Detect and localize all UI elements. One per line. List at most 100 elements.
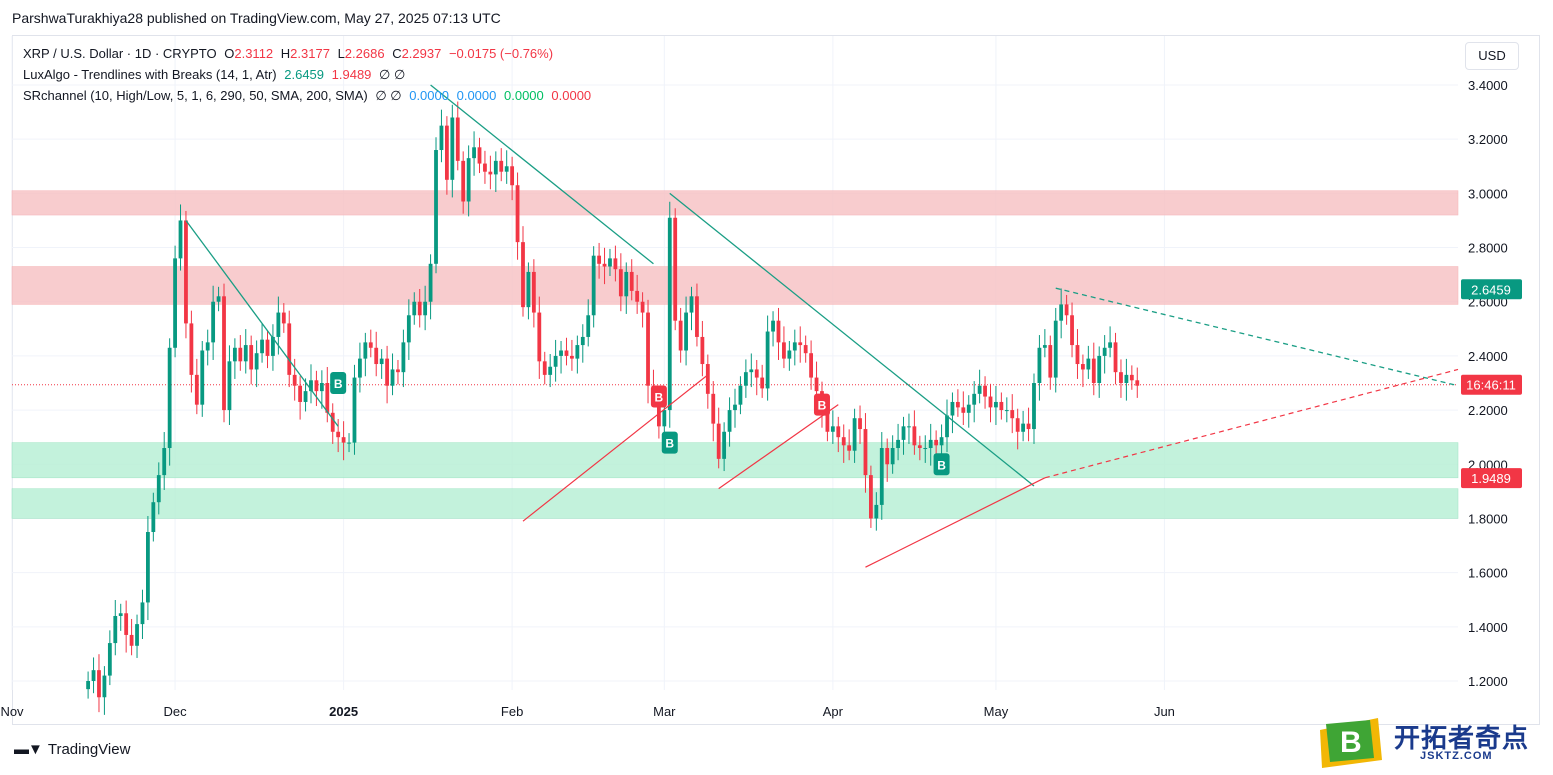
candle-body	[722, 431, 727, 459]
candle-body	[156, 475, 161, 503]
candle-body	[629, 271, 634, 291]
support-zone	[11, 488, 1459, 519]
tradingview-logo[interactable]: ▬▼ TradingView	[14, 741, 130, 758]
low-value: 2.2686	[344, 46, 385, 61]
low-label: L	[337, 46, 345, 61]
candle-body	[325, 383, 330, 413]
indicator1-lower: 1.9489	[331, 67, 372, 82]
indicator1-name[interactable]: LuxAlgo - Trendlines with Breaks (14, 1,…	[23, 67, 277, 82]
candle-body	[162, 448, 167, 476]
candle-body	[336, 431, 341, 438]
y-tick-label: 1.8000	[1468, 511, 1508, 526]
candle-body	[444, 125, 449, 180]
break-label-text: B	[818, 399, 827, 413]
candle-body	[178, 220, 183, 259]
candle-body	[379, 358, 384, 365]
price-label-box	[1461, 374, 1522, 395]
candle-body	[553, 355, 558, 367]
currency-button[interactable]: USD	[1465, 42, 1519, 70]
candle-body	[733, 404, 737, 411]
candle-body	[776, 320, 781, 343]
x-tick-label: Jun	[1154, 704, 1175, 719]
candle-body	[597, 255, 602, 264]
candle-body	[852, 418, 857, 451]
watermark-logo-icon: B	[1320, 718, 1382, 768]
x-tick-label: Feb	[501, 704, 523, 719]
candle-body	[1048, 345, 1053, 378]
candle-body	[618, 269, 623, 297]
break-label-text: B	[655, 391, 664, 405]
candle-body	[423, 301, 428, 316]
candle-body	[1042, 345, 1047, 348]
break-label-box	[330, 372, 347, 394]
candle-body	[1091, 358, 1096, 383]
candle-body	[928, 439, 933, 449]
close-label: C	[392, 46, 402, 61]
candle-body	[1135, 380, 1140, 386]
candle-body	[504, 166, 509, 172]
watermark-letter: B	[1340, 726, 1362, 759]
candle-body	[396, 369, 400, 373]
candle-body	[249, 345, 254, 370]
price-label-text: 16:46:11	[1466, 378, 1516, 393]
candle-body	[803, 345, 808, 354]
tradingview-icon: ▬▼	[14, 741, 43, 758]
candle-body	[863, 429, 868, 476]
candle-body	[994, 401, 998, 408]
candle-body	[591, 255, 596, 316]
high-label: H	[280, 46, 291, 61]
candle-body	[222, 296, 226, 411]
candle-body	[1004, 410, 1009, 412]
candle-body	[271, 336, 275, 356]
candle-body	[841, 437, 846, 446]
candle-body	[1064, 304, 1069, 316]
candle-body	[292, 374, 297, 386]
candle-body	[537, 312, 542, 362]
candle-body	[102, 675, 107, 698]
candle-body	[1032, 383, 1036, 430]
candle-body	[945, 415, 949, 438]
x-tick-label: Apr	[823, 704, 844, 719]
candle-body	[352, 377, 357, 443]
candle-body	[1086, 358, 1091, 370]
candle-body	[401, 342, 406, 373]
candle-body	[189, 323, 194, 375]
indicator2-extra: ∅ ∅	[375, 88, 402, 103]
candle-body	[743, 372, 748, 386]
candle-body	[276, 312, 281, 337]
candle-body	[428, 263, 433, 302]
y-tick-label: 1.4000	[1468, 620, 1508, 635]
candle-body	[950, 401, 955, 416]
indicator1-legend: LuxAlgo - Trendlines with Breaks (14, 1,…	[23, 67, 409, 83]
candle-body	[678, 320, 683, 351]
candle-body	[135, 624, 139, 646]
break-label-text: B	[937, 458, 946, 472]
candle-body	[673, 217, 678, 321]
candle-body	[1037, 347, 1042, 383]
y-tick-label: 1.6000	[1468, 566, 1508, 581]
candle-body	[1015, 418, 1020, 432]
candle-body	[972, 393, 977, 405]
candle-body	[319, 383, 324, 392]
candle-body	[97, 670, 101, 698]
candle-body	[118, 613, 123, 616]
candle-body	[205, 342, 210, 351]
candle-body	[455, 117, 460, 161]
candle-body	[1124, 374, 1129, 383]
x-tick-label: Dec	[164, 704, 188, 719]
candle-body	[559, 350, 563, 356]
break-label-box	[813, 393, 830, 416]
y-tick-label: 2.2000	[1468, 403, 1508, 418]
symbol-name[interactable]: XRP / U.S. Dollar · 1D · CRYPTO	[23, 46, 217, 61]
x-tick-label: Mar	[653, 704, 676, 719]
indicator2-value-4: 0.0000	[551, 88, 592, 103]
publisher-header: ParshwaTurakhiya28 published on TradingV…	[12, 10, 501, 26]
candle-body	[281, 312, 286, 324]
candle-body	[624, 271, 629, 297]
candle-body	[695, 296, 699, 337]
candle-body	[238, 347, 243, 362]
indicator2-name[interactable]: SRchannel (10, High/Low, 5, 1, 6, 290, 5…	[23, 88, 368, 103]
candle-body	[167, 347, 172, 449]
candle-body	[635, 290, 640, 302]
